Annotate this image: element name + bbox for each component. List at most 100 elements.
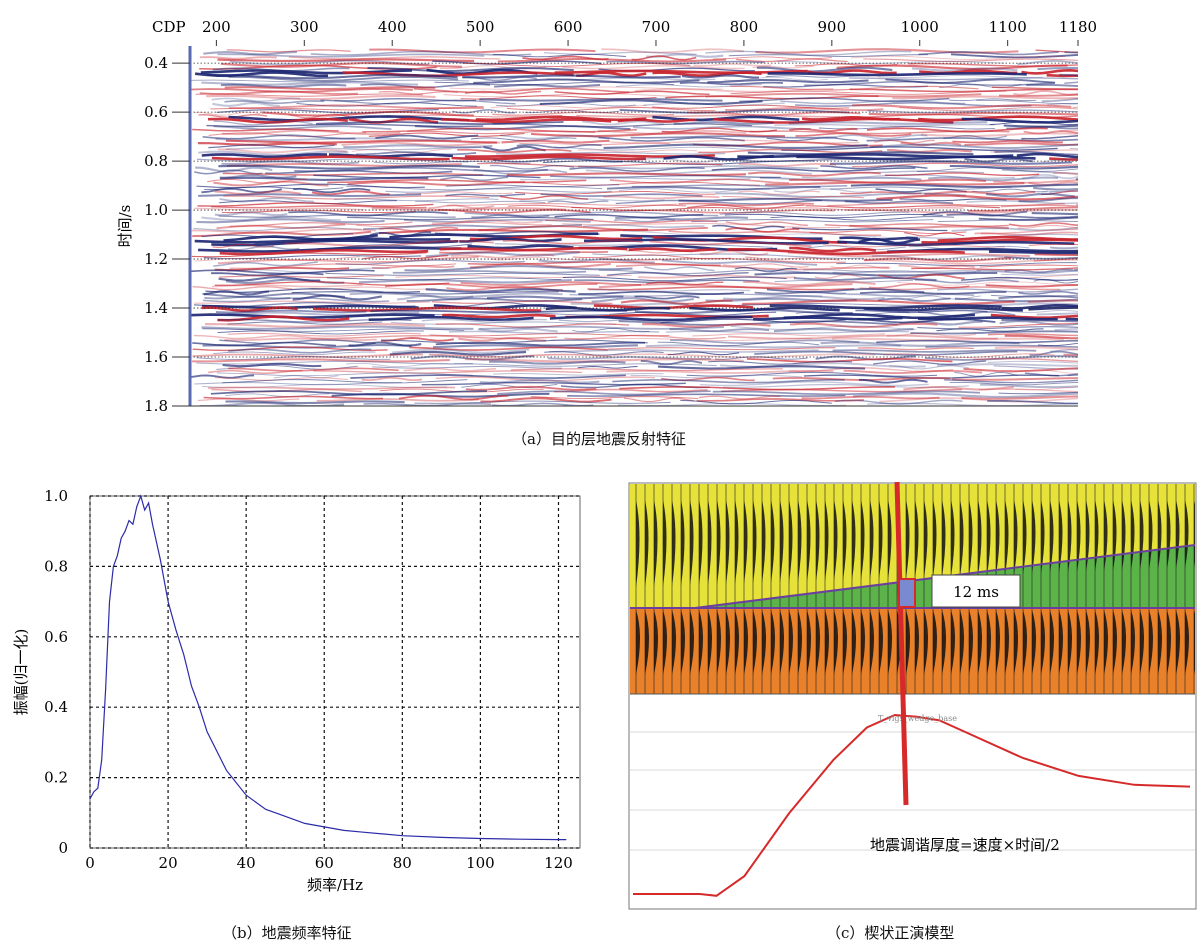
reflector-segment [190, 79, 470, 83]
reflector-segment [754, 291, 847, 295]
reflector-segment [622, 230, 894, 239]
reflector-segment [749, 130, 1010, 135]
reflector-segment [765, 75, 870, 78]
reflector-segment [972, 188, 1049, 193]
cdp-tick-label: 200 [202, 18, 231, 36]
reflector-segment [665, 95, 879, 100]
reflector-segment [1065, 317, 1078, 321]
reflector-segment [223, 195, 490, 200]
reflector-segment [796, 155, 1036, 161]
wiggle-lobe [1014, 500, 1018, 575]
reflector-segment [203, 290, 270, 296]
reflector-segment [858, 237, 921, 245]
reflector-segment [886, 332, 977, 337]
reflector-segment [203, 51, 297, 56]
wiggle-lobe [1023, 500, 1027, 575]
reflector-segment [191, 252, 427, 258]
wiggle-lobe [1068, 610, 1072, 675]
reflector-segment [603, 195, 720, 200]
reflector-segment [1000, 273, 1078, 276]
reflector-segment [432, 344, 638, 349]
reflector-segment [210, 390, 488, 396]
y-tick-label: 0.4 [44, 698, 68, 716]
wiggle-lobe [744, 500, 748, 584]
reflector-segment [216, 223, 346, 230]
reflector-segment [479, 97, 723, 102]
reflector-segment [887, 247, 1078, 254]
reflector-segment [738, 190, 820, 196]
reflector-segment [665, 330, 909, 335]
reflector-segment [924, 355, 1078, 361]
reflector-segment [1000, 204, 1078, 208]
wiggle-lobe [807, 610, 811, 675]
reflector-segment [342, 71, 574, 78]
reflector-segment [415, 200, 546, 204]
wiggle-lobe [762, 610, 766, 675]
reflector-segment [692, 332, 885, 337]
wiggle-lobe [1086, 610, 1090, 675]
reflector-segment [311, 190, 390, 196]
reflector-segment [204, 323, 425, 328]
wiggle-lobe [1158, 610, 1162, 675]
caption-b: （b）地震频率特征 [222, 924, 352, 942]
reflector-segment [952, 139, 1063, 144]
reflector-segment [291, 291, 559, 295]
wiggle-lobe [1032, 500, 1036, 574]
reflector-segment [348, 117, 439, 124]
reflector-segment [558, 319, 661, 323]
reflector-segment [426, 68, 538, 76]
wiggle-lobe [987, 500, 991, 576]
time-tick-label: 1.4 [144, 299, 168, 317]
reflector-segment [554, 69, 808, 74]
reflector-segment [194, 237, 451, 244]
reflector-segment [211, 155, 450, 161]
reflector-segment [405, 191, 513, 195]
reflector-segment [313, 370, 583, 374]
x-tick-label: 0 [85, 854, 95, 872]
reflector-segment [547, 200, 609, 204]
reflector-segment [1017, 60, 1078, 65]
reflector-segment [1021, 135, 1078, 140]
reflector-segment [669, 328, 770, 332]
reflector-segment [699, 380, 929, 387]
reflector-segment [442, 313, 556, 319]
reflector-segment [598, 257, 846, 264]
reflector-segment [587, 286, 855, 291]
reflector-segment [347, 216, 594, 221]
reflector-segment [974, 231, 1078, 236]
wiggle-lobe [654, 610, 658, 675]
reflector-segment [221, 209, 417, 214]
reflector-segment [358, 278, 572, 284]
wiggle-lobe [708, 610, 712, 675]
reflector-segment [693, 63, 772, 67]
reflector-segment [606, 186, 821, 191]
reflector-segment [793, 276, 937, 281]
reflector-segment [450, 253, 555, 259]
reflector-segment [486, 295, 624, 300]
cdp-tick-label: 1180 [1059, 18, 1097, 36]
reflector-segment [840, 191, 922, 195]
wiggle-lobe [834, 610, 838, 675]
reflector-segment [431, 300, 613, 305]
reflector-segment [201, 306, 298, 313]
wiggle-lobe [717, 610, 721, 675]
reflector-segment [211, 272, 324, 277]
reflector-segment [900, 141, 962, 147]
reflector-segment [723, 294, 885, 301]
reflector-segment [222, 379, 468, 384]
reflector-segment [863, 58, 1078, 62]
time-tick-label: 0.6 [144, 103, 168, 121]
reflector-segment [652, 104, 850, 109]
wiggle-lobe [735, 610, 739, 675]
wiggle-lobe [1095, 500, 1099, 572]
reflector-segment [1023, 130, 1078, 135]
reflector-segment [1059, 73, 1078, 77]
reflector-segment [288, 113, 357, 119]
reflector-segment [773, 188, 872, 193]
reflector-segment [609, 178, 789, 184]
reflector-segment [288, 211, 448, 217]
reflector-segment [632, 125, 812, 130]
wiggle-lobe [834, 500, 838, 581]
wiggle-lobe [645, 500, 649, 588]
reflector-segment [715, 192, 966, 198]
